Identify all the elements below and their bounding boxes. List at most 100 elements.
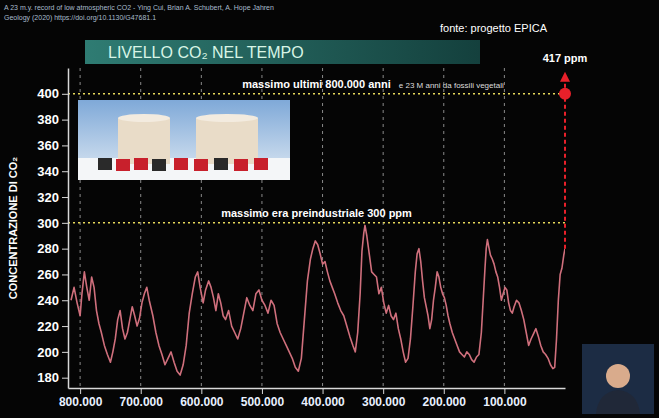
- reference-labels: massimo ultimi 800.000 anni e 23 M anni d…: [221, 78, 504, 219]
- x-tick: 300.000: [362, 388, 406, 409]
- x-tick: 500.000: [241, 388, 285, 409]
- chart-svg: 180 200 220 240 260 280 300 320 340 360 380 400 800.…: [0, 0, 659, 418]
- y-tick-label: 180: [37, 370, 59, 385]
- y-tick: 300: [37, 215, 68, 230]
- reference-line: [68, 93, 565, 95]
- background: [0, 0, 659, 418]
- y-tick-mark: [62, 145, 68, 146]
- y-tick-label: 240: [37, 293, 59, 308]
- reference-label: massimo ultimi 800.000 anni: [242, 78, 391, 90]
- y-tick: 320: [37, 190, 68, 205]
- x-grid: [80, 68, 504, 388]
- photo-tank-top: [196, 114, 258, 122]
- y-tick-mark: [62, 378, 68, 379]
- y-tick: 360: [37, 138, 68, 153]
- x-tick-label: 700.000: [120, 395, 164, 409]
- y-tick: 380: [37, 112, 68, 127]
- citation: Geology (2020) https://doi.org/10.1130/G…: [4, 14, 156, 22]
- x-grid-line: [322, 68, 323, 388]
- photo-tank-top: [118, 114, 170, 122]
- photo-figure: [254, 158, 268, 170]
- y-tick-mark: [62, 249, 68, 250]
- source: fonte: progetto EPICA: [440, 22, 548, 34]
- y-tick: 280: [37, 241, 68, 256]
- x-tick-mark: [504, 388, 505, 394]
- y-tick-mark: [62, 94, 68, 95]
- photo-snow: [78, 158, 290, 180]
- y-tick-mark: [62, 326, 68, 327]
- y-tick-label: 220: [37, 319, 59, 334]
- x-tick-label: 300.000: [362, 395, 406, 409]
- x-grid-line: [504, 68, 505, 388]
- x-tick-mark: [80, 388, 81, 394]
- current-arrow-line: [564, 80, 566, 249]
- x-tick-mark: [201, 388, 202, 394]
- presenter-inset: [582, 344, 654, 414]
- y-tick-mark: [62, 223, 68, 224]
- x-tick-label: 500.000: [241, 395, 285, 409]
- x-tick-mark: [262, 388, 263, 394]
- reference-note: e 23 M anni da fossili vegetali: [399, 81, 504, 90]
- x-tick-mark: [141, 388, 142, 394]
- y-tick-label: 280: [37, 241, 59, 256]
- x-tick: 800.000: [59, 388, 103, 409]
- x-axis-line: [69, 388, 566, 390]
- inset-head: [606, 364, 630, 388]
- current-value: 417 ppm: [543, 52, 588, 249]
- x-tick-mark: [323, 388, 324, 394]
- photo-figure: [152, 159, 166, 171]
- co2-line: [71, 225, 565, 375]
- banner-box: [85, 40, 480, 64]
- photo-figure: [234, 159, 248, 171]
- y-tick-mark: [62, 197, 68, 198]
- y-tick-label: 360: [37, 138, 59, 153]
- y-tick-label: 300: [37, 215, 59, 230]
- reference-line: [68, 222, 565, 224]
- photo-sky: [78, 100, 290, 180]
- x-axis: 800.000 700.000 600.000 500.000 400.000 300.0…: [59, 388, 566, 409]
- x-tick: 700.000: [120, 388, 164, 409]
- y-tick: 260: [37, 267, 68, 282]
- chart-title: LIVELLO CO₂ NEL TEMPO: [108, 44, 304, 61]
- plot-area: [71, 225, 565, 375]
- current-label: 417 ppm: [543, 52, 588, 64]
- x-tick-mark: [383, 388, 384, 394]
- inset-body: [596, 390, 640, 414]
- x-tick-label: 400.000: [301, 395, 345, 409]
- reference-lines: [68, 94, 565, 223]
- y-tick-mark: [62, 171, 68, 172]
- photo-figure: [134, 158, 148, 170]
- x-grid-line: [443, 68, 444, 388]
- inset-bg: [582, 344, 654, 414]
- y-tick-mark: [62, 120, 68, 121]
- y-tick-label: 400: [37, 86, 59, 101]
- y-axis-line: [68, 69, 70, 389]
- y-tick: 240: [37, 293, 68, 308]
- photo-figure: [116, 159, 130, 171]
- y-tick: 220: [37, 319, 68, 334]
- y-tick-mark: [62, 274, 68, 275]
- y-tick: 400: [37, 86, 68, 101]
- photo-tank: [196, 118, 258, 164]
- y-tick-label: 340: [37, 164, 59, 179]
- photo-tank: [118, 118, 170, 164]
- y-tick-mark: [62, 352, 68, 353]
- x-grid-line: [383, 68, 384, 388]
- y-tick-label: 380: [37, 112, 59, 127]
- reference-label: massimo era preindustriale 300 ppm: [221, 207, 412, 219]
- citation: A 23 m.y. record of low atmospheric CO2 …: [4, 4, 274, 12]
- y-axis-title: CONCENTRAZIONE DI CO₂: [7, 157, 19, 300]
- x-tick-label: 200.000: [423, 395, 467, 409]
- x-tick-label: 600.000: [180, 395, 224, 409]
- y-tick-label: 200: [37, 345, 59, 360]
- photo-figure: [98, 158, 112, 170]
- current-marker: [559, 88, 571, 100]
- photo-figure: [214, 158, 228, 170]
- y-tick: 200: [37, 345, 68, 360]
- x-tick: 400.000: [301, 388, 345, 409]
- x-tick: 600.000: [180, 388, 224, 409]
- x-tick-label: 800.000: [59, 395, 103, 409]
- photo: [78, 100, 290, 180]
- photo-figure: [194, 159, 208, 171]
- y-axis: 180 200 220 240 260 280 300 320 340 360 380 400: [37, 69, 68, 389]
